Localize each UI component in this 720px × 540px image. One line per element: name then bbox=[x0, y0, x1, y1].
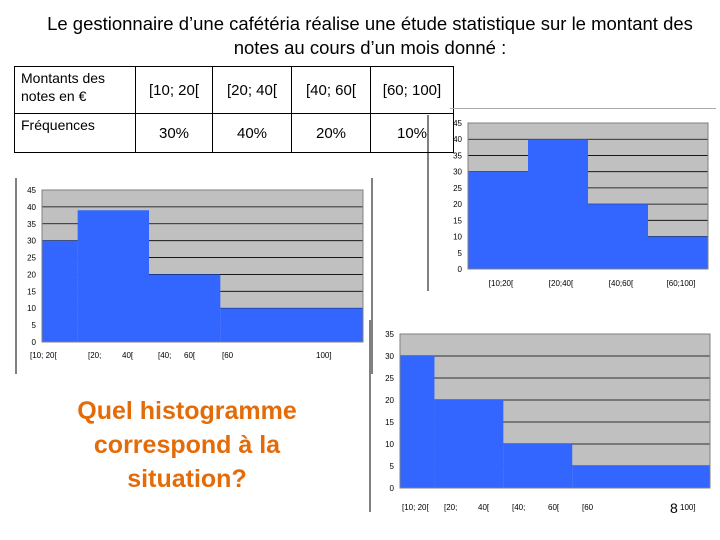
page-number: 8 bbox=[670, 500, 678, 516]
x-tick-label: [10;20[ bbox=[489, 279, 514, 288]
plot-border bbox=[41, 189, 364, 343]
y-tick-label: 0 bbox=[390, 484, 395, 493]
table-cell-interval: [20; 40[ bbox=[212, 66, 292, 114]
x-tick-label: [60;100] bbox=[667, 279, 696, 288]
y-tick-label: 5 bbox=[458, 249, 463, 258]
y-tick-label: 20 bbox=[385, 396, 394, 405]
x-tick-label: [20; bbox=[88, 351, 101, 360]
table-cell-frequency: 20% bbox=[291, 113, 371, 153]
y-tick-label: 15 bbox=[27, 287, 36, 296]
x-tick-label: 100] bbox=[316, 351, 332, 360]
table-cell-frequency: 10% bbox=[370, 113, 454, 153]
x-tick-label: [10; 20[ bbox=[30, 351, 57, 360]
y-tick-label: 0 bbox=[458, 265, 463, 274]
histogram-top-right: 0 5 10 15 20 25 30 35 40 45 [10;20[ [20;40[ [40;60[ [… bbox=[427, 115, 709, 291]
table-cell-frequency: 30% bbox=[135, 113, 213, 153]
histogram-bar bbox=[588, 204, 648, 269]
x-tick-label: [40; bbox=[512, 503, 525, 512]
y-tick-label: 30 bbox=[27, 237, 36, 246]
y-tick-label: 20 bbox=[27, 270, 36, 279]
histogram-bottom-right: 0 5 10 15 20 25 30 35 [10; 20[ [20; 40[ [40; 60[ [60 1… bbox=[369, 320, 711, 512]
y-tick-label: 0 bbox=[32, 338, 37, 347]
histogram-bar bbox=[648, 236, 708, 269]
plot-border bbox=[467, 122, 709, 270]
y-tick-label: 35 bbox=[385, 330, 394, 339]
histogram-bar bbox=[503, 444, 573, 488]
y-tick-label: 10 bbox=[453, 233, 462, 242]
y-tick-label: 35 bbox=[453, 151, 462, 160]
y-tick-label: 40 bbox=[27, 203, 36, 212]
y-tick-label: 10 bbox=[27, 304, 36, 313]
x-tick-label: 60[ bbox=[548, 503, 560, 512]
y-tick-label: 25 bbox=[385, 374, 394, 383]
x-tick-label: 40[ bbox=[122, 351, 134, 360]
histogram-left: 0 5 10 15 20 25 30 35 40 45 [10; 20[ [20; 40[ [40; 60[… bbox=[15, 178, 373, 374]
histogram-bar bbox=[149, 274, 221, 342]
table-cell-frequency: 40% bbox=[212, 113, 292, 153]
table-cell-interval: [40; 60[ bbox=[291, 66, 371, 114]
x-tick-label: [60 bbox=[582, 503, 594, 512]
y-tick-label: 45 bbox=[453, 119, 462, 128]
divider-line bbox=[450, 108, 716, 109]
table-header-amounts: Montants des notes en € bbox=[14, 66, 136, 114]
table-cell-interval: [10; 20[ bbox=[135, 66, 213, 114]
y-tick-label: 30 bbox=[385, 352, 394, 361]
y-tick-label: 40 bbox=[453, 135, 462, 144]
x-tick-label: 40[ bbox=[478, 503, 490, 512]
x-tick-label: [60 bbox=[222, 351, 234, 360]
histogram-bar bbox=[434, 400, 504, 488]
y-tick-label: 45 bbox=[27, 186, 36, 195]
histogram-bar bbox=[468, 171, 528, 269]
x-tick-label: [40; bbox=[158, 351, 171, 360]
x-tick-label: [10; 20[ bbox=[402, 503, 429, 512]
histogram-bar bbox=[572, 466, 710, 488]
y-tick-label: 20 bbox=[453, 200, 462, 209]
y-tick-label: 5 bbox=[390, 462, 395, 471]
y-tick-label: 15 bbox=[453, 216, 462, 225]
x-tick-label: [20;40[ bbox=[549, 279, 574, 288]
histogram-bar bbox=[400, 356, 435, 488]
x-tick-label: [40;60[ bbox=[609, 279, 634, 288]
table-cell-interval: [60; 100] bbox=[370, 66, 454, 114]
y-tick-label: 15 bbox=[385, 418, 394, 427]
y-tick-label: 5 bbox=[32, 321, 37, 330]
histogram-bar bbox=[528, 139, 588, 269]
frequency-table: Montants des notes en € [10; 20[ [20; 40… bbox=[14, 66, 454, 153]
y-tick-label: 25 bbox=[453, 184, 462, 193]
x-tick-label: [20; bbox=[444, 503, 457, 512]
page-title: Le gestionnaire d’une cafétéria réalise … bbox=[47, 13, 693, 58]
histogram-bar bbox=[77, 210, 149, 342]
y-tick-label: 35 bbox=[27, 220, 36, 229]
histogram-bar bbox=[42, 240, 78, 342]
table-row-amounts: Montants des notes en € [10; 20[ [20; 40… bbox=[14, 66, 454, 114]
question-text: Quel histogramme correspond à la situati… bbox=[77, 397, 297, 493]
y-tick-label: 25 bbox=[27, 254, 36, 263]
table-header-frequencies: Fréquences bbox=[14, 113, 136, 153]
y-tick-label: 10 bbox=[385, 440, 394, 449]
plot-border bbox=[399, 333, 711, 489]
table-row-frequencies: Fréquences 30% 40% 20% 10% bbox=[14, 113, 454, 153]
y-tick-label: 30 bbox=[453, 168, 462, 177]
x-tick-label: 60[ bbox=[184, 351, 196, 360]
histogram-bar bbox=[220, 308, 363, 342]
x-tick-label: 100] bbox=[680, 503, 696, 512]
